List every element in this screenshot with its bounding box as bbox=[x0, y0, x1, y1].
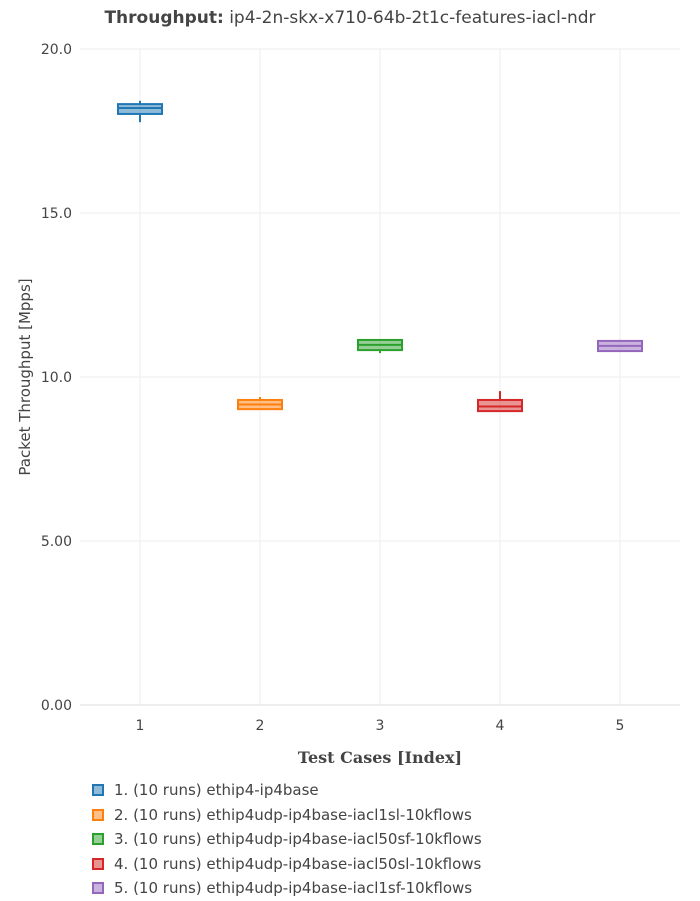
legend-swatch bbox=[92, 882, 104, 895]
x-tick-label: 1 bbox=[136, 718, 145, 734]
y-tick-label: 20.0 bbox=[41, 42, 72, 58]
legend-item[interactable]: 5. (10 runs) ethip4udp-ip4base-iacl1sf-1… bbox=[92, 876, 482, 901]
legend-item[interactable]: 3. (10 runs) ethip4udp-ip4base-iacl50sf-… bbox=[92, 827, 482, 852]
legend: 1. (10 runs) ethip4-ip4base 2. (10 runs) … bbox=[92, 778, 482, 901]
legend-item[interactable]: 1. (10 runs) ethip4-ip4base bbox=[92, 778, 482, 803]
legend-label: 2. (10 runs) ethip4udp-ip4base-iacl1sl-1… bbox=[114, 805, 472, 824]
x-tick-label: 3 bbox=[376, 718, 385, 734]
title-text: ip4-2n-skx-x710-64b-2t1c-features-iacl-n… bbox=[229, 8, 596, 28]
x-tick-label: 5 bbox=[616, 718, 625, 734]
x-tick-label: 4 bbox=[496, 718, 505, 734]
legend-swatch bbox=[92, 857, 104, 870]
x-axis-label: Test Cases [Index] bbox=[298, 748, 462, 767]
legend-label: 4. (10 runs) ethip4udp-ip4base-iacl50sl-… bbox=[114, 854, 482, 873]
y-axis-label: Packet Throughput [Mpps] bbox=[16, 278, 34, 475]
legend-swatch bbox=[92, 833, 104, 846]
legend-label: 3. (10 runs) ethip4udp-ip4base-iacl50sf-… bbox=[114, 830, 482, 849]
x-tick-label: 2 bbox=[256, 718, 265, 734]
y-tick-label: 5.00 bbox=[41, 534, 72, 550]
legend-label: 1. (10 runs) ethip4-ip4base bbox=[114, 781, 319, 800]
title-prefix: Throughput: bbox=[104, 8, 224, 28]
legend-item[interactable]: 4. (10 runs) ethip4udp-ip4base-iacl50sl-… bbox=[92, 852, 482, 877]
legend-swatch bbox=[92, 808, 104, 821]
legend-swatch bbox=[92, 784, 104, 797]
y-tick-label: 10.0 bbox=[41, 370, 72, 386]
chart-title: Throughput: ip4-2n-skx-x710-64b-2t1c-fea… bbox=[0, 8, 700, 28]
y-tick-label: 15.0 bbox=[41, 206, 72, 222]
legend-item[interactable]: 2. (10 runs) ethip4udp-ip4base-iacl1sl-1… bbox=[92, 803, 482, 828]
y-tick-label: 0.00 bbox=[41, 698, 72, 714]
legend-label: 5. (10 runs) ethip4udp-ip4base-iacl1sf-1… bbox=[114, 879, 473, 898]
